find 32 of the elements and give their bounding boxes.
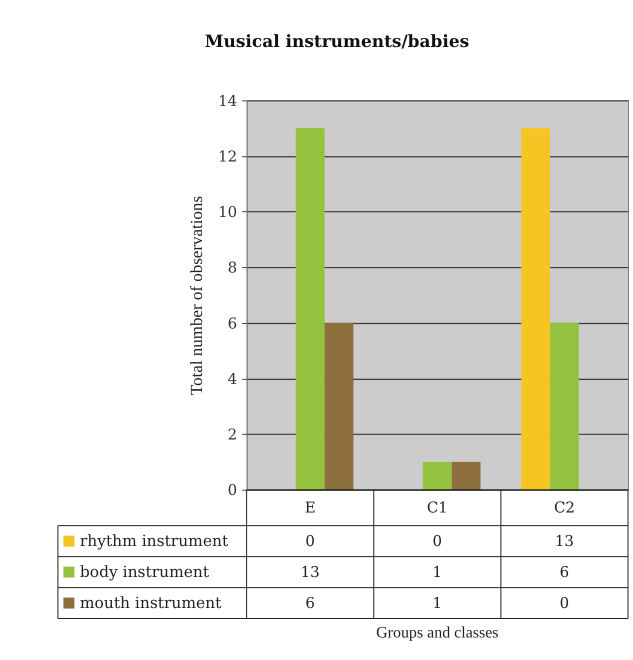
data-label: 0 — [432, 532, 442, 550]
data-label: 0 — [305, 532, 315, 550]
data-label: 1 — [432, 563, 442, 582]
data-label: 13 — [554, 532, 574, 550]
data-label: 13 — [300, 563, 320, 582]
y-tick-label: 14 — [218, 92, 238, 110]
y-axis-title: Total number of observations — [187, 196, 206, 396]
data-label: 6 — [305, 594, 315, 612]
legend-label: mouth instrument — [80, 594, 222, 612]
legend-label: body instrument — [80, 563, 210, 582]
legend-label: rhythm instrument — [80, 532, 229, 550]
y-tick-label: 6 — [228, 314, 238, 332]
text: Groups and classes — [376, 624, 499, 642]
x-tick-label: C2 — [554, 498, 575, 517]
bar — [452, 462, 481, 490]
data-label: 0 — [560, 594, 570, 612]
bar — [422, 462, 452, 490]
bar — [550, 322, 579, 490]
bar — [521, 128, 550, 490]
x-tick-label: E — [304, 498, 316, 517]
data-label: 1 — [432, 594, 442, 612]
y-tick-label: 8 — [228, 258, 238, 277]
chart-title: Musical instruments/babies — [204, 32, 470, 52]
bar — [324, 322, 354, 490]
bar — [296, 128, 325, 490]
y-tick-label: 2 — [228, 426, 238, 444]
y-tick-label: 12 — [218, 147, 238, 166]
y-tick-label: 0 — [228, 481, 238, 500]
x-tick-label: C1 — [426, 498, 448, 517]
y-tick-label: 4 — [228, 370, 238, 388]
data-label: 6 — [560, 563, 570, 582]
y-tick-label: 10 — [218, 203, 238, 222]
